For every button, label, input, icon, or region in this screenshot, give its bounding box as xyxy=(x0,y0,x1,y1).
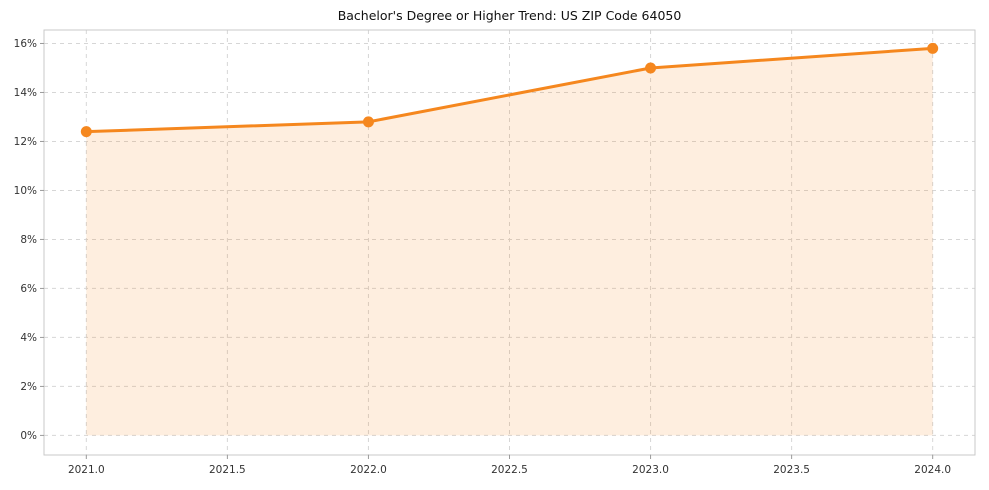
y-tick-label: 14% xyxy=(14,87,37,99)
axes-layer xyxy=(40,29,976,459)
data-point xyxy=(80,126,92,138)
y-tick-label: 6% xyxy=(20,283,37,295)
x-tick-label: 2024.0 xyxy=(914,464,951,476)
chart-title: Bachelor's Degree or Higher Trend: US ZI… xyxy=(338,8,682,23)
area-layer xyxy=(86,48,933,436)
x-tick-label: 2021.0 xyxy=(68,464,105,476)
data-point xyxy=(645,62,657,74)
x-tick-label: 2023.5 xyxy=(773,464,810,476)
label-layer: 2021.0 2021.5 2022.0 2022.5 2023.0 2023.5 2024… xyxy=(14,38,951,476)
x-tick-label: 2023.0 xyxy=(632,464,669,476)
y-tick-label: 10% xyxy=(14,185,37,197)
area-fill xyxy=(86,48,933,436)
data-point xyxy=(927,42,939,54)
y-tick-label: 4% xyxy=(20,332,37,344)
grid-layer xyxy=(44,30,975,455)
y-tick-label: 0% xyxy=(20,430,37,442)
y-tick-label: 2% xyxy=(20,381,37,393)
y-tick-label: 12% xyxy=(14,136,37,148)
x-tick-label: 2021.5 xyxy=(209,464,246,476)
data-point xyxy=(362,116,374,128)
trend-line xyxy=(84,46,935,134)
series-layer xyxy=(80,42,939,138)
x-tick-label: 2022.5 xyxy=(491,464,528,476)
y-tick-label: 16% xyxy=(14,38,37,50)
x-tick-label: 2022.0 xyxy=(350,464,387,476)
y-tick-label: 8% xyxy=(20,234,37,246)
